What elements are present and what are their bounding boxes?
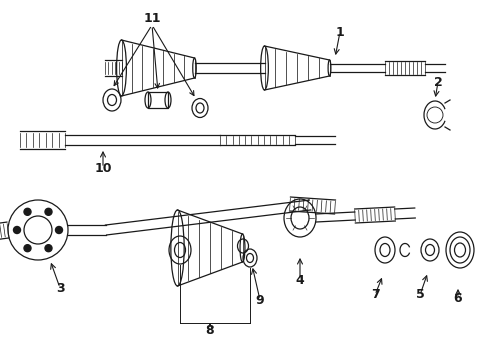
Text: 5: 5 <box>416 288 424 302</box>
Text: 11: 11 <box>143 12 161 24</box>
Circle shape <box>55 226 63 234</box>
Text: 6: 6 <box>454 292 462 305</box>
Circle shape <box>24 208 31 215</box>
Text: 9: 9 <box>256 293 264 306</box>
Text: 7: 7 <box>370 288 379 302</box>
Text: 8: 8 <box>206 324 214 337</box>
Bar <box>148 92 168 108</box>
Text: 4: 4 <box>295 274 304 287</box>
Text: 10: 10 <box>94 162 112 175</box>
Text: 2: 2 <box>434 76 442 89</box>
Text: 3: 3 <box>56 282 64 294</box>
Circle shape <box>14 226 21 234</box>
Circle shape <box>45 208 52 215</box>
Text: 1: 1 <box>336 26 344 39</box>
Circle shape <box>45 245 52 252</box>
Circle shape <box>24 245 31 252</box>
